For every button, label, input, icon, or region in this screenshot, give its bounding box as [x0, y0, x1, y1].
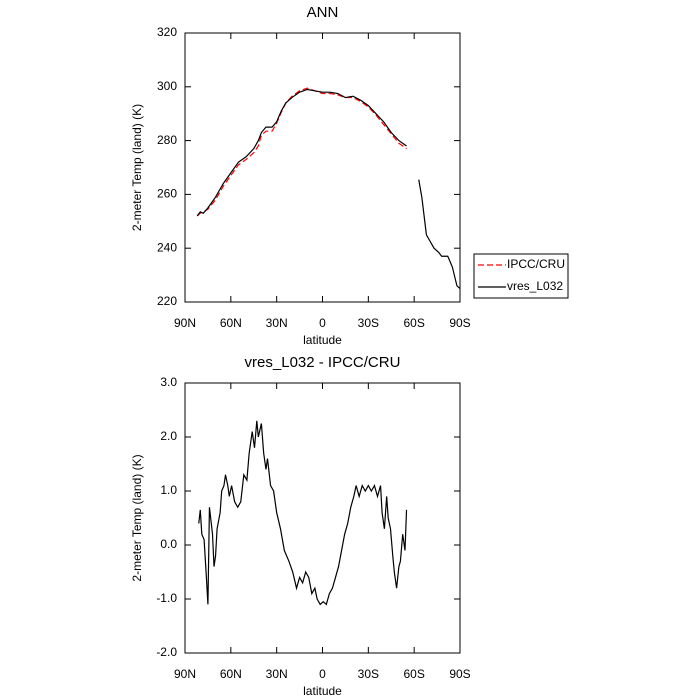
x-tick-label: 0 [319, 316, 326, 330]
x-axis-label: latitude [303, 333, 342, 347]
plot-frame [184, 382, 461, 654]
plot-frame [184, 32, 461, 303]
x-tick-label: 90N [174, 667, 196, 681]
legend-box [473, 253, 569, 299]
x-axis-label: latitude [303, 684, 342, 698]
y-tick-label: 3.0 [160, 375, 177, 389]
x-tick-label: 60S [403, 316, 424, 330]
x-tick-label: 90N [174, 316, 196, 330]
x-tick-label: 60S [403, 667, 424, 681]
chart-title: vres_L032 - IPCC/CRU [245, 354, 401, 371]
y-axis-label: 2-meter Temp (land) (K) [130, 104, 144, 231]
y-tick-label: -1.0 [156, 591, 177, 605]
chart-title: ANN [307, 4, 339, 21]
data-line [196, 87, 407, 217]
x-tick-label: 90S [449, 667, 470, 681]
x-tick-label: 60N [220, 667, 242, 681]
data-line [198, 420, 408, 606]
x-tick-label: 30N [266, 667, 288, 681]
y-tick-label: 300 [157, 79, 177, 93]
legend-label: IPCC/CRU [507, 257, 565, 271]
y-tick-label: 240 [157, 240, 177, 254]
x-tick-label: 30N [266, 316, 288, 330]
y-tick-label: 320 [157, 25, 177, 39]
y-tick-label: 1.0 [160, 483, 177, 497]
data-line [196, 88, 461, 290]
y-tick-label: -2.0 [156, 645, 177, 659]
y-tick-label: 2.0 [160, 429, 177, 443]
x-tick-label: 90S [449, 316, 470, 330]
legend-label: vres_L032 [507, 279, 563, 293]
x-tick-label: 60N [220, 316, 242, 330]
y-tick-label: 260 [157, 187, 177, 201]
y-tick-label: 220 [157, 294, 177, 308]
y-tick-label: 0.0 [160, 537, 177, 551]
x-tick-label: 30S [358, 667, 379, 681]
x-tick-label: 30S [358, 316, 379, 330]
y-axis-label: 2-meter Temp (land) (K) [130, 454, 144, 581]
x-tick-label: 0 [319, 667, 326, 681]
y-tick-label: 280 [157, 133, 177, 147]
